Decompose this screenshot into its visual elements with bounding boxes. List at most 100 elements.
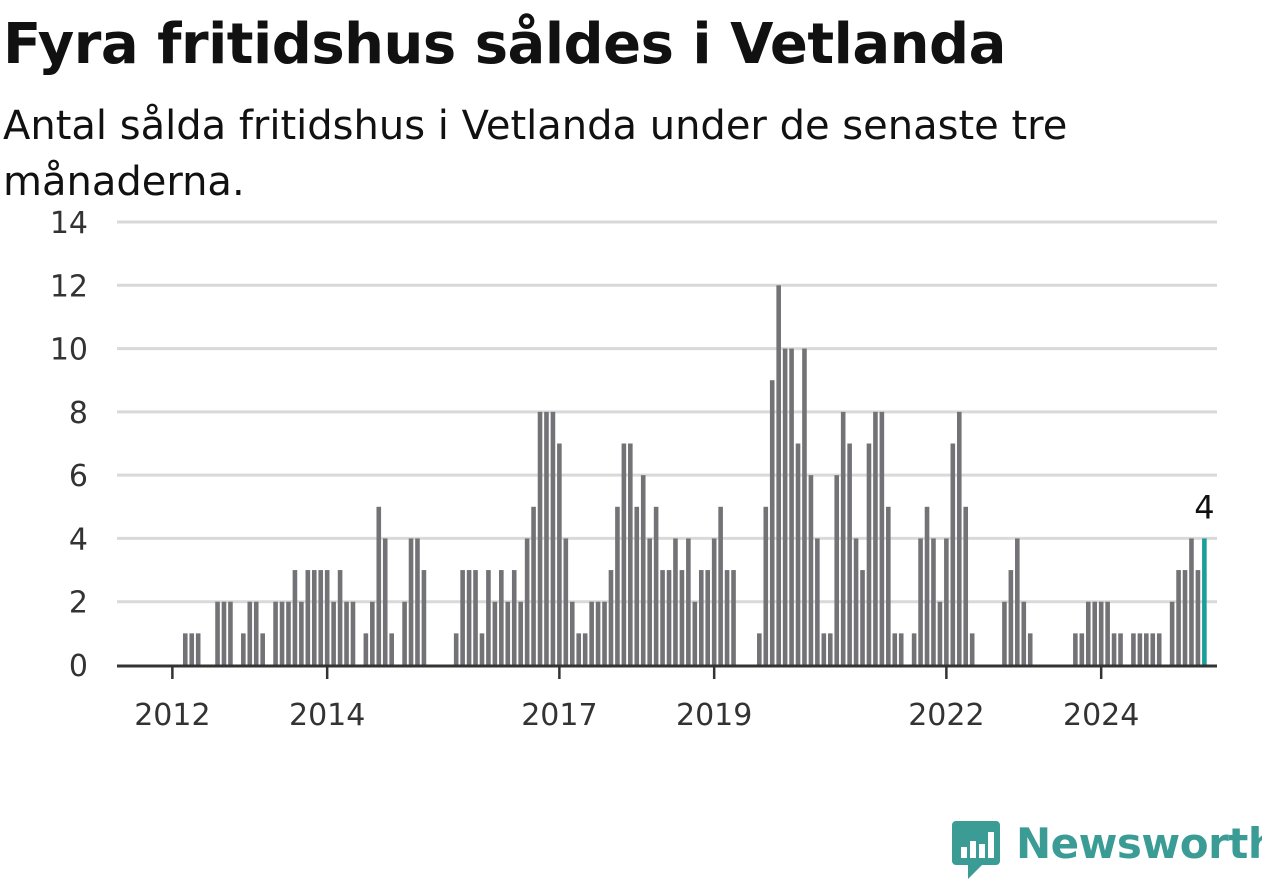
bar bbox=[195, 633, 201, 665]
bar bbox=[634, 506, 640, 665]
bars bbox=[182, 285, 1207, 665]
bar bbox=[621, 443, 627, 665]
bar bbox=[1195, 570, 1201, 665]
bar bbox=[305, 570, 311, 665]
bar bbox=[776, 285, 781, 665]
bar bbox=[789, 348, 794, 665]
bar bbox=[286, 601, 291, 665]
bar bbox=[1176, 570, 1181, 665]
bar bbox=[853, 538, 859, 665]
value-annotation: 4 bbox=[1194, 488, 1214, 526]
bar bbox=[582, 633, 588, 665]
bar bbox=[544, 411, 549, 665]
bar bbox=[589, 601, 594, 665]
bar bbox=[666, 570, 672, 665]
bar bbox=[557, 443, 562, 665]
gridlines bbox=[117, 220, 1217, 604]
bar bbox=[866, 443, 872, 665]
bar bbox=[563, 538, 569, 665]
bar bbox=[382, 538, 388, 665]
bar bbox=[608, 570, 614, 665]
bar bbox=[550, 411, 556, 665]
bar bbox=[576, 633, 582, 665]
bar bbox=[402, 601, 407, 665]
bar-chart-speech-icon bbox=[952, 821, 1000, 879]
bar bbox=[1015, 538, 1020, 665]
y-tick-label: 10 bbox=[50, 333, 88, 368]
bar bbox=[924, 506, 930, 665]
bar bbox=[595, 601, 601, 665]
bar bbox=[834, 475, 840, 665]
y-tick-label: 4 bbox=[69, 522, 88, 557]
bar bbox=[898, 633, 904, 665]
y-tick-label: 2 bbox=[69, 586, 88, 621]
bar bbox=[763, 506, 769, 665]
bar bbox=[615, 506, 620, 665]
bar bbox=[698, 570, 704, 665]
bar bbox=[653, 506, 659, 665]
x-tick-label: 2024 bbox=[1063, 698, 1139, 733]
x-tick-label: 2014 bbox=[289, 698, 365, 733]
bar bbox=[918, 538, 923, 665]
bar bbox=[931, 538, 936, 665]
y-tick-label: 14 bbox=[50, 206, 88, 241]
bar bbox=[1131, 633, 1136, 665]
bar bbox=[769, 380, 775, 665]
bar bbox=[1189, 538, 1194, 665]
bar bbox=[415, 538, 420, 665]
bar bbox=[827, 633, 833, 665]
bar bbox=[944, 538, 949, 665]
bar bbox=[486, 570, 491, 665]
bar bbox=[1085, 601, 1091, 665]
bar bbox=[847, 443, 852, 665]
bar bbox=[1092, 601, 1098, 665]
bar bbox=[299, 601, 304, 665]
bar bbox=[241, 633, 246, 665]
bar bbox=[1144, 633, 1149, 665]
bar bbox=[1105, 601, 1110, 665]
bar bbox=[505, 601, 511, 665]
x-axis-ticks: 2012 2014 2017 2019 2022 2024 bbox=[134, 667, 1139, 733]
bar bbox=[350, 601, 356, 665]
bar bbox=[840, 411, 846, 665]
bar bbox=[273, 601, 278, 665]
x-tick-label: 2019 bbox=[676, 698, 752, 733]
bar bbox=[324, 570, 330, 665]
bar bbox=[492, 601, 498, 665]
bar bbox=[757, 633, 762, 665]
bar bbox=[363, 633, 369, 665]
bar bbox=[318, 570, 324, 665]
bar bbox=[911, 633, 917, 665]
bar bbox=[376, 506, 382, 665]
bar bbox=[479, 633, 485, 665]
bar bbox=[408, 538, 414, 665]
bar bbox=[518, 601, 523, 665]
bar bbox=[292, 570, 298, 665]
bar bbox=[1137, 633, 1143, 665]
annotations: 4 bbox=[1194, 488, 1214, 526]
bar bbox=[253, 601, 259, 665]
bar bbox=[1002, 601, 1007, 665]
bar bbox=[1182, 570, 1188, 665]
bar bbox=[679, 570, 685, 665]
bar bbox=[1098, 601, 1104, 665]
bar bbox=[247, 601, 253, 665]
bar bbox=[705, 570, 711, 665]
bar bbox=[815, 538, 820, 665]
bar bbox=[453, 633, 459, 665]
bar bbox=[886, 506, 891, 665]
bar bbox=[963, 506, 969, 665]
bar bbox=[879, 411, 885, 665]
bar bbox=[1073, 633, 1078, 665]
chart-subtitle: Antal sålda fritidshus i Vetlanda under … bbox=[3, 103, 1068, 205]
bar bbox=[808, 475, 814, 665]
brand-name: Newsworthy bbox=[1016, 819, 1262, 868]
bar bbox=[1021, 601, 1027, 665]
bar bbox=[344, 601, 349, 665]
bar bbox=[337, 570, 343, 665]
bar bbox=[724, 570, 730, 665]
y-tick-label: 8 bbox=[69, 396, 88, 431]
bar bbox=[370, 601, 375, 665]
bar bbox=[311, 570, 317, 665]
bar bbox=[628, 443, 633, 665]
